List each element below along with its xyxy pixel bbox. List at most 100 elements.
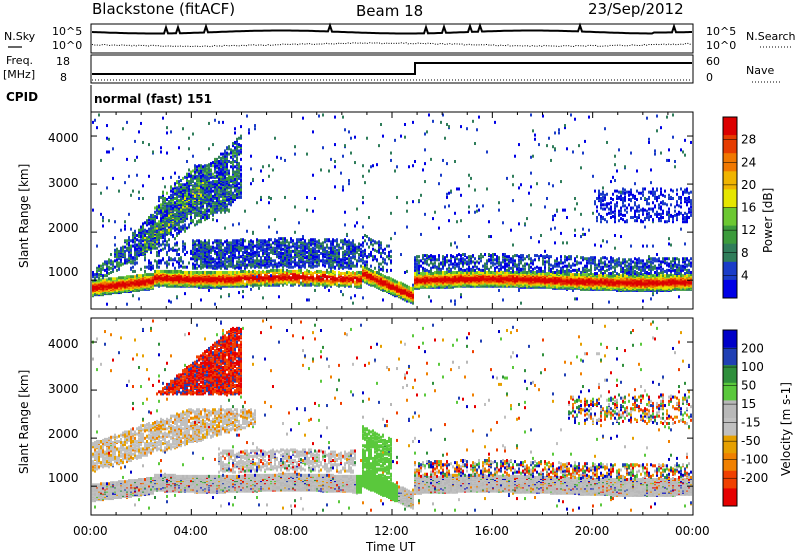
power-cell (312, 130, 314, 134)
power-cell (138, 235, 140, 239)
power-cell (164, 213, 166, 217)
power-cell (340, 272, 342, 276)
power-cell (230, 254, 232, 258)
power-cell (348, 257, 350, 261)
power-cell (362, 225, 364, 229)
power-cell (320, 242, 322, 246)
power-cell (240, 150, 242, 154)
power-cell (150, 273, 152, 277)
noise-right-label: N.Search (746, 30, 796, 43)
power-cell (278, 264, 280, 268)
power-cell (126, 275, 128, 279)
power-cell (146, 229, 148, 233)
power-cell (284, 158, 286, 162)
power-cell (136, 255, 138, 259)
power-cell (114, 259, 116, 263)
power-cell (204, 270, 206, 274)
power-cell (228, 159, 230, 163)
power-cell (292, 239, 294, 243)
power-cell (348, 270, 350, 274)
power-cell (224, 253, 226, 257)
power-cell (96, 272, 98, 276)
power-cell (124, 224, 126, 228)
power-cell (240, 165, 242, 169)
power-cell (220, 200, 222, 204)
power-cell (216, 174, 218, 178)
power-cell (212, 180, 214, 184)
power-cell (290, 249, 292, 253)
power-cell (186, 172, 188, 176)
power-cell (244, 275, 246, 279)
power-cell (318, 269, 320, 273)
power-cell (358, 256, 360, 260)
power-cell (234, 131, 236, 135)
power-cell (364, 263, 366, 267)
power-cell (198, 219, 200, 223)
power-cell (268, 251, 270, 255)
power-cell (178, 257, 180, 261)
power-cell (290, 245, 292, 249)
power-cell (340, 171, 342, 175)
power-cell (140, 249, 142, 253)
power-cell (238, 263, 240, 267)
power-cell (322, 270, 324, 274)
power-cell (184, 253, 186, 257)
power-cell (324, 246, 326, 250)
power-cell (298, 221, 300, 225)
power-cell (194, 164, 196, 168)
power-cell (174, 248, 176, 252)
power-cell (192, 180, 194, 184)
power-cell (238, 242, 240, 246)
power-cell (138, 228, 140, 232)
power-cell (118, 189, 120, 193)
power-cell (276, 268, 278, 272)
power-cell (200, 193, 202, 197)
power-cell (268, 201, 270, 205)
power-cell (264, 270, 266, 274)
power-cell (362, 296, 364, 300)
freq-panel-frame (90, 54, 694, 84)
power-cell (194, 223, 196, 227)
power-cell (172, 258, 174, 262)
power-cell (118, 249, 120, 253)
power-cell (356, 207, 358, 211)
power-cell (176, 269, 178, 273)
power-cell (308, 251, 310, 255)
power-cell (148, 264, 150, 268)
power-cell (254, 269, 256, 273)
power-cell (212, 270, 214, 274)
power-cell (222, 248, 224, 252)
power-cell (262, 259, 264, 263)
power-cell (220, 156, 222, 160)
power-cell (116, 260, 118, 264)
power-cell (130, 193, 132, 197)
power-cell (114, 243, 116, 247)
power-cell (286, 272, 288, 276)
power-cell (132, 275, 134, 279)
power-cell (140, 244, 142, 248)
power-cell (238, 291, 240, 295)
power-cell (122, 245, 124, 249)
power-cell (356, 270, 358, 274)
power-cell (268, 275, 270, 279)
power-cell (262, 251, 264, 255)
power-cell (294, 258, 296, 262)
power-cell (230, 161, 232, 165)
power-cell (346, 240, 348, 244)
power-cell (198, 169, 200, 173)
power-cell (286, 268, 288, 272)
power-cell (342, 115, 344, 119)
power-cell (212, 172, 214, 176)
power-cell (268, 246, 270, 250)
power-cell (142, 243, 144, 247)
power-cell (208, 288, 210, 292)
power-cell (362, 249, 364, 253)
power-cell (214, 270, 216, 274)
power-cell (304, 239, 306, 243)
power-cell (162, 206, 164, 210)
power-cell (336, 260, 338, 264)
power-cell (220, 239, 222, 243)
power-cell (144, 228, 146, 232)
power-cell (296, 261, 298, 265)
power-cell (194, 251, 196, 255)
